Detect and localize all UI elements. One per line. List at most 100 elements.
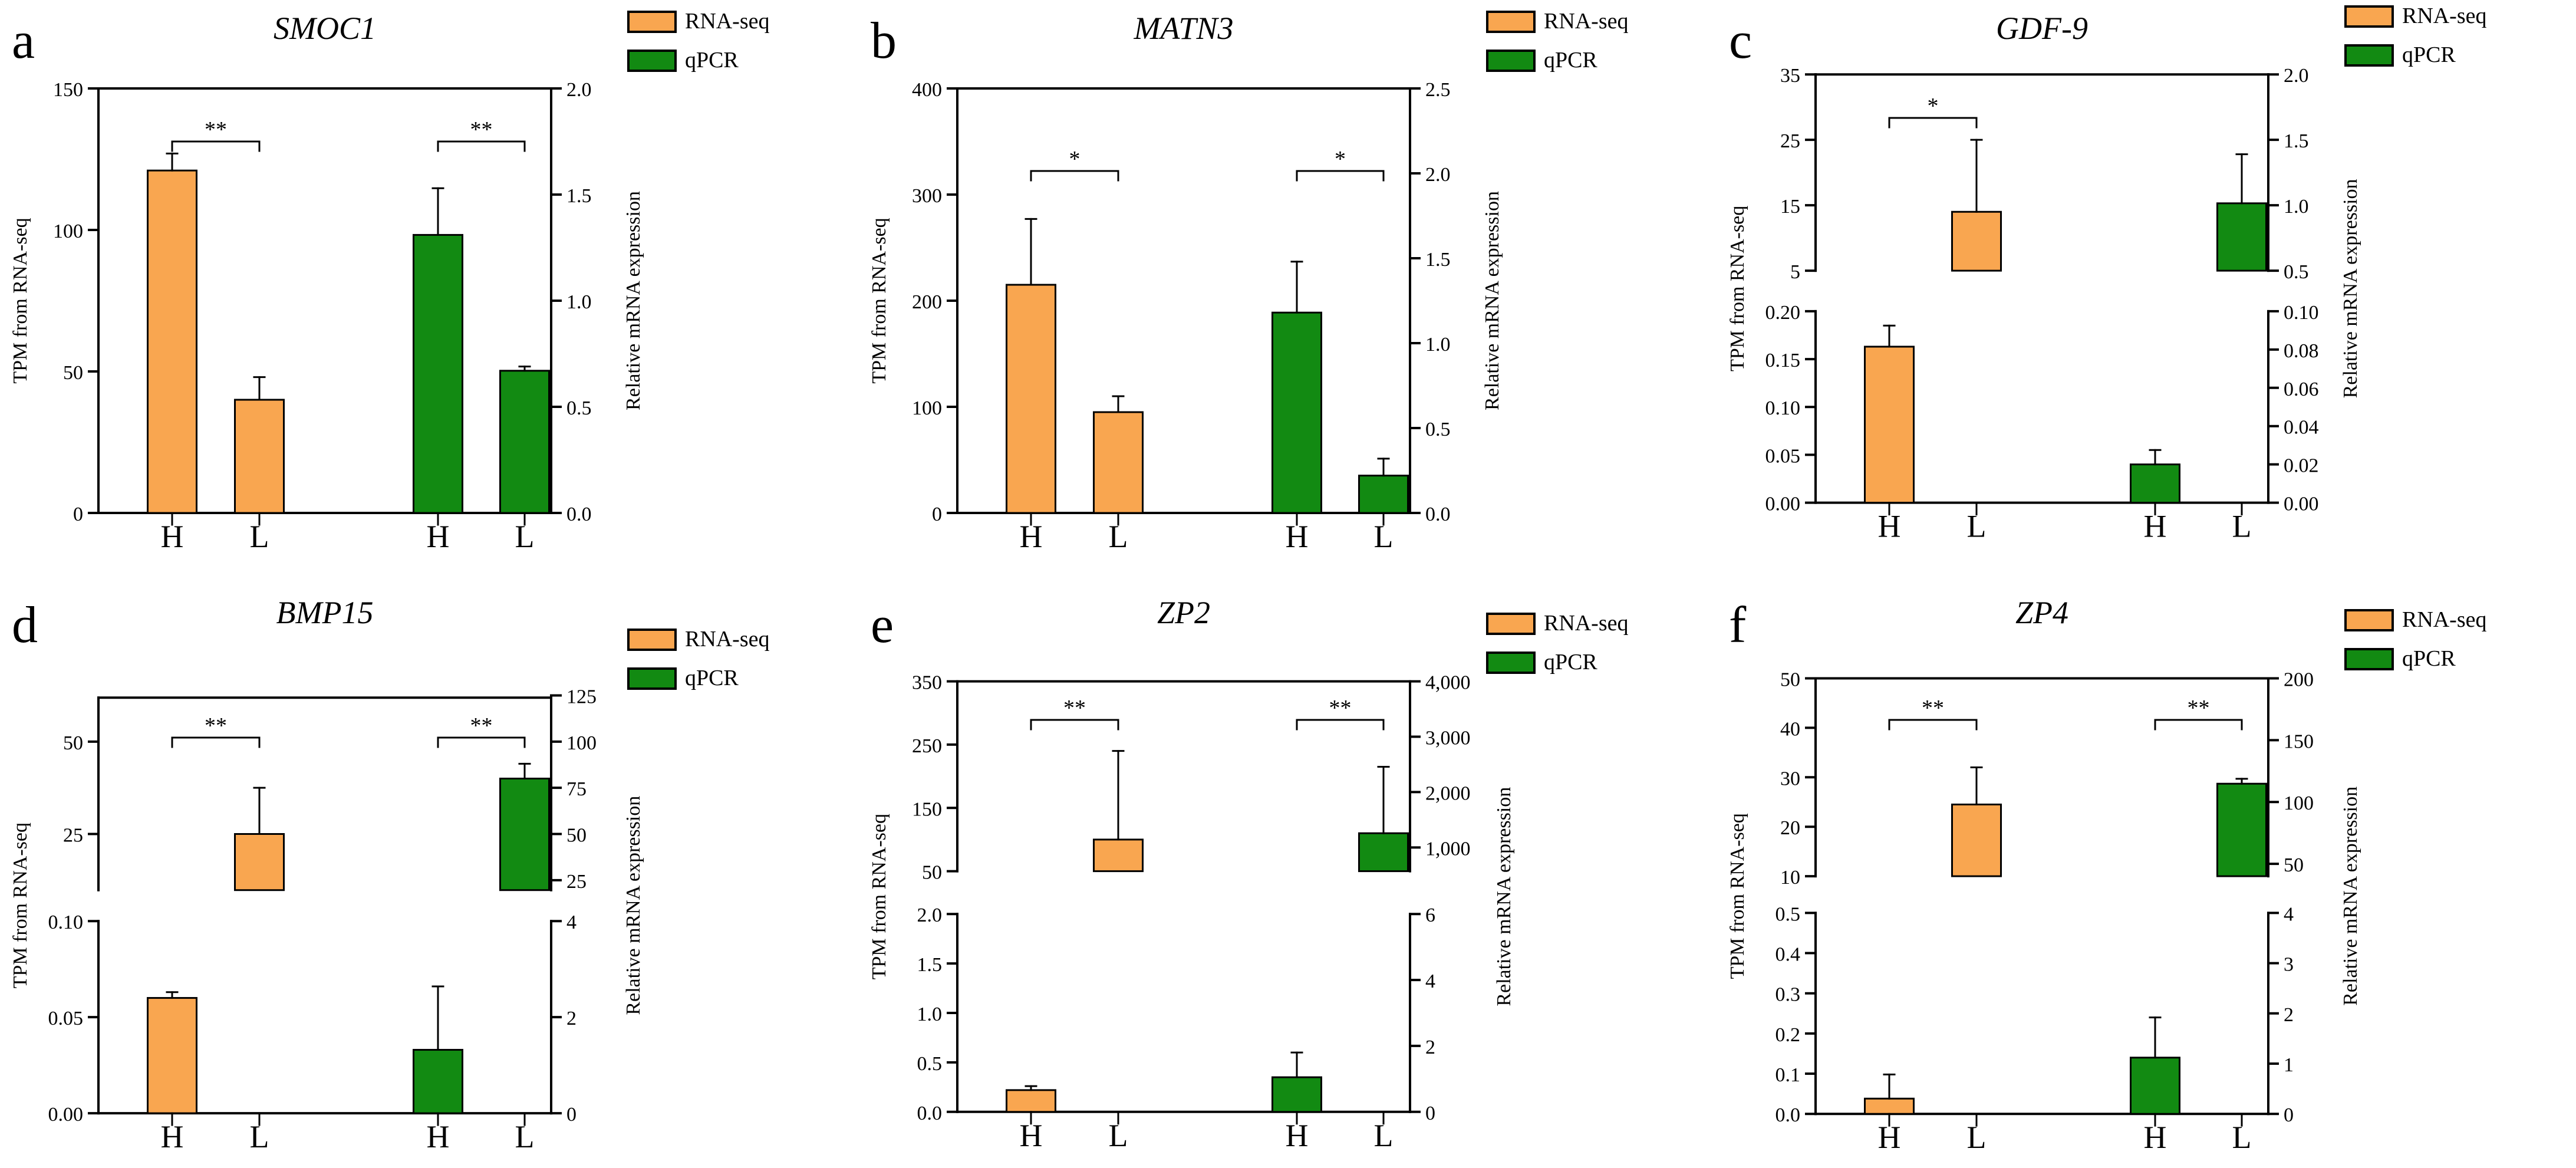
svg-text:**: **	[470, 117, 493, 142]
svg-text:15: 15	[1780, 196, 1800, 218]
svg-text:1.0: 1.0	[1425, 334, 1450, 356]
svg-text:f: f	[1729, 597, 1747, 654]
svg-text:2: 2	[2284, 1004, 2294, 1025]
svg-text:TPM from RNA-seq: TPM from RNA-seq	[1727, 206, 1748, 371]
svg-text:*: *	[1335, 147, 1346, 172]
svg-text:TPM from RNA-seq: TPM from RNA-seq	[868, 814, 890, 979]
svg-text:Relative mRNA expression: Relative mRNA expression	[622, 191, 644, 410]
svg-text:0: 0	[2284, 1104, 2294, 1126]
svg-text:RNA-seq: RNA-seq	[2402, 4, 2486, 28]
svg-text:e: e	[871, 597, 894, 654]
svg-text:10: 10	[1780, 867, 1800, 889]
svg-text:0.5: 0.5	[917, 1052, 941, 1074]
svg-text:50: 50	[63, 362, 83, 384]
svg-text:MATN3: MATN3	[1133, 11, 1233, 46]
svg-text:TPM from RNA-seq: TPM from RNA-seq	[868, 218, 890, 383]
svg-text:0: 0	[932, 504, 942, 525]
svg-text:0.05: 0.05	[48, 1008, 83, 1029]
svg-text:3,000: 3,000	[1425, 727, 1470, 749]
svg-text:0.02: 0.02	[2284, 455, 2318, 477]
svg-text:2.0: 2.0	[1425, 164, 1450, 186]
svg-text:d: d	[12, 597, 38, 654]
svg-text:0.15: 0.15	[1765, 350, 1800, 371]
svg-text:**: **	[2188, 696, 2210, 720]
svg-text:a: a	[12, 12, 35, 70]
svg-text:qPCR: qPCR	[2402, 646, 2456, 671]
svg-text:0.3: 0.3	[1775, 983, 1800, 1005]
svg-text:c: c	[1729, 12, 1752, 70]
svg-text:50: 50	[922, 861, 942, 883]
svg-text:0.05: 0.05	[1765, 445, 1800, 467]
svg-text:50: 50	[2284, 854, 2304, 876]
svg-text:0.10: 0.10	[2284, 302, 2318, 324]
svg-text:BMP15: BMP15	[276, 595, 374, 630]
svg-text:0.00: 0.00	[48, 1104, 83, 1126]
svg-text:6: 6	[1425, 904, 1435, 926]
svg-text:4,000: 4,000	[1425, 672, 1470, 693]
svg-text:RNA-seq: RNA-seq	[685, 9, 769, 34]
svg-text:0.0: 0.0	[917, 1102, 941, 1124]
svg-text:0.2: 0.2	[1775, 1024, 1800, 1045]
svg-text:40: 40	[1780, 718, 1800, 740]
svg-text:0: 0	[1425, 1102, 1435, 1124]
svg-text:0.0: 0.0	[566, 504, 591, 525]
svg-text:125: 125	[566, 686, 597, 708]
svg-text:4: 4	[1425, 970, 1435, 992]
svg-text:1.5: 1.5	[566, 185, 591, 207]
svg-text:RNA-seq: RNA-seq	[685, 627, 769, 652]
svg-text:1.0: 1.0	[2284, 196, 2308, 218]
svg-text:Relative mRNA expression: Relative mRNA expression	[622, 795, 644, 1015]
svg-text:150: 150	[2284, 731, 2314, 752]
svg-text:TPM from RNA-seq: TPM from RNA-seq	[9, 822, 31, 988]
svg-text:0.4: 0.4	[1775, 943, 1800, 965]
svg-text:2.0: 2.0	[917, 904, 941, 926]
svg-text:*: *	[1928, 94, 1939, 119]
svg-text:0.06: 0.06	[2284, 379, 2318, 400]
svg-text:50: 50	[566, 824, 587, 846]
svg-text:0: 0	[566, 1104, 577, 1126]
svg-text:1.0: 1.0	[917, 1003, 941, 1025]
svg-text:350: 350	[912, 672, 942, 693]
svg-text:0.10: 0.10	[1765, 397, 1800, 419]
svg-text:qPCR: qPCR	[2402, 42, 2456, 67]
svg-text:0.20: 0.20	[1765, 302, 1800, 324]
svg-text:200: 200	[2284, 669, 2314, 690]
svg-text:25: 25	[566, 870, 587, 892]
svg-text:ZP2: ZP2	[1157, 595, 1210, 630]
svg-text:qPCR: qPCR	[685, 48, 739, 73]
svg-text:2.5: 2.5	[1425, 79, 1450, 101]
svg-text:4: 4	[2284, 903, 2294, 925]
svg-text:Relative mRNA expression: Relative mRNA expression	[1481, 191, 1503, 410]
svg-text:0.04: 0.04	[2284, 417, 2318, 439]
svg-text:150: 150	[912, 798, 942, 820]
svg-text:50: 50	[1780, 669, 1800, 690]
svg-text:Relative mRNA expression: Relative mRNA expression	[2340, 179, 2361, 398]
svg-text:0.00: 0.00	[2284, 493, 2318, 515]
svg-text:*: *	[1069, 147, 1080, 172]
svg-text:0.10: 0.10	[48, 912, 83, 933]
svg-text:0.0: 0.0	[1775, 1104, 1800, 1126]
svg-text:qPCR: qPCR	[1544, 650, 1597, 675]
svg-text:qPCR: qPCR	[1544, 48, 1597, 73]
svg-text:**: **	[1329, 696, 1351, 720]
svg-text:100: 100	[912, 397, 942, 419]
svg-text:TPM from RNA-seq: TPM from RNA-seq	[1727, 813, 1748, 979]
svg-text:**: **	[1063, 696, 1086, 720]
svg-text:35: 35	[1780, 65, 1800, 87]
svg-text:2,000: 2,000	[1425, 782, 1470, 804]
svg-text:30: 30	[1780, 768, 1800, 789]
svg-text:2: 2	[1425, 1036, 1435, 1058]
svg-text:100: 100	[53, 221, 83, 242]
svg-text:**: **	[470, 713, 493, 738]
svg-text:0.5: 0.5	[1425, 419, 1450, 440]
svg-text:25: 25	[63, 824, 83, 846]
svg-text:0.00: 0.00	[1765, 493, 1800, 515]
svg-text:250: 250	[912, 735, 942, 756]
svg-text:100: 100	[2284, 792, 2314, 814]
svg-text:TPM from RNA-seq: TPM from RNA-seq	[9, 218, 31, 383]
svg-text:SMOC1: SMOC1	[274, 11, 376, 46]
svg-text:2: 2	[566, 1008, 577, 1029]
svg-text:**: **	[1922, 696, 1944, 720]
svg-text:RNA-seq: RNA-seq	[2402, 607, 2486, 632]
svg-text:5: 5	[1790, 261, 1800, 283]
